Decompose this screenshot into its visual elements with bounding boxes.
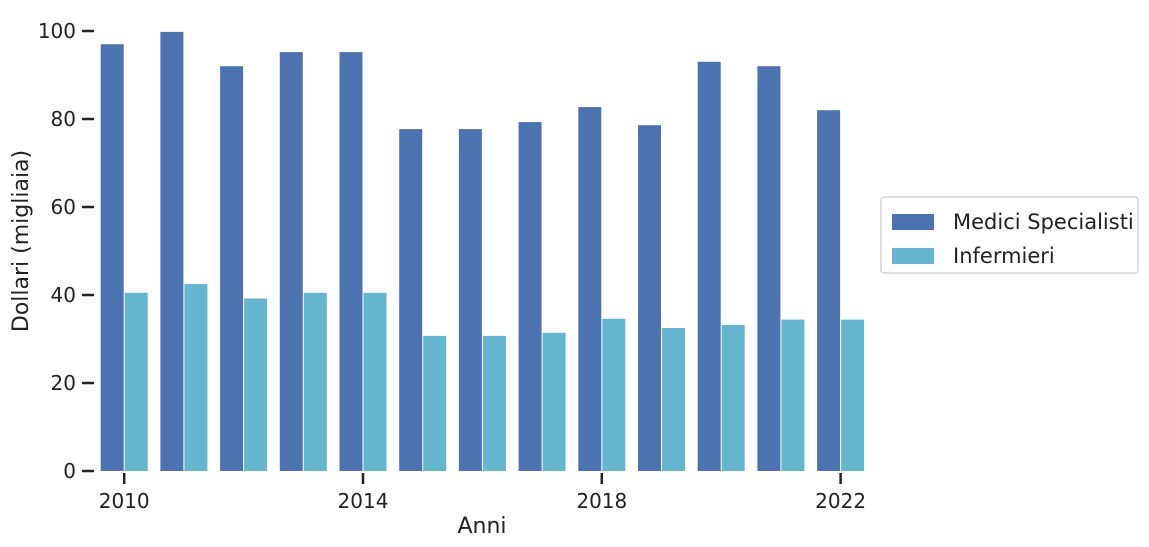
bar-infermieri-2017: [542, 332, 566, 471]
legend-frame: [880, 196, 1139, 274]
x-tick-label-2010: 2010: [99, 489, 150, 513]
bar-infermieri-2016: [482, 335, 506, 471]
bar-infermieri-2018: [602, 318, 626, 471]
y-axis-title: Dollari (migliaia): [9, 150, 34, 332]
y-tick-label-80: 80: [51, 107, 76, 131]
bar-medici-specialisti-2020: [697, 61, 721, 472]
bar-infermieri-2012: [244, 298, 268, 471]
legend-swatch-0: [892, 214, 934, 230]
x-tick-label-2014: 2014: [338, 489, 389, 513]
bar-infermieri-2014: [363, 292, 387, 471]
bar-medici-specialisti-2022: [817, 110, 841, 471]
bar-infermieri-2011: [184, 284, 208, 471]
legend-label-0: Medici Specialisti: [953, 210, 1134, 234]
bar-infermieri-2010: [124, 292, 148, 471]
bar-medici-specialisti-2021: [757, 66, 781, 471]
legend: Medici Specialisti Infermieri: [880, 196, 1139, 274]
y-tick-label-0: 0: [63, 459, 76, 483]
y-axis: 0 20 40 60 80 100: [38, 19, 94, 483]
bar-infermieri-2020: [721, 324, 745, 471]
bar-medici-specialisti-2013: [279, 52, 303, 471]
bar-infermieri-2022: [841, 319, 865, 471]
legend-swatch-1: [892, 248, 934, 264]
x-axis: 2010 2014 2018 2022: [99, 473, 866, 513]
y-tick-label-40: 40: [51, 283, 76, 307]
bar-medici-specialisti-2016: [458, 129, 482, 471]
bar-medici-specialisti-2017: [518, 122, 542, 471]
bar-infermieri-2015: [423, 335, 447, 471]
bar-medici-specialisti-2010: [100, 44, 124, 471]
bar-medici-specialisti-2014: [339, 52, 363, 471]
y-tick-label-100: 100: [38, 19, 76, 43]
bar-medici-specialisti-2012: [220, 66, 244, 471]
bars-layer: [100, 31, 865, 472]
bar-medici-specialisti-2015: [399, 129, 423, 471]
x-tick-label-2018: 2018: [576, 489, 627, 513]
x-axis-title: Anni: [457, 514, 506, 539]
legend-label-1: Infermieri: [953, 244, 1055, 268]
bar-medici-specialisti-2018: [578, 107, 602, 471]
y-tick-label-60: 60: [51, 195, 76, 219]
bar-medici-specialisti-2011: [160, 31, 184, 472]
bar-infermieri-2021: [781, 319, 805, 471]
bar-medici-specialisti-2019: [638, 125, 661, 471]
y-tick-label-20: 20: [51, 371, 76, 395]
x-tick-label-2022: 2022: [815, 489, 866, 513]
bar-infermieri-2019: [662, 328, 685, 471]
bar-infermieri-2013: [303, 292, 327, 471]
